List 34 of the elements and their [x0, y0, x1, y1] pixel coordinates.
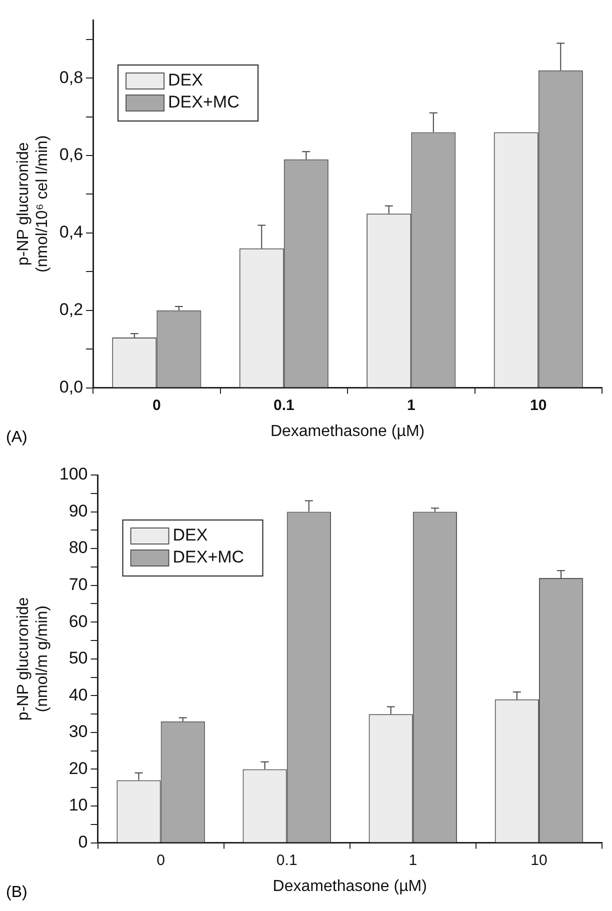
text: (A): [6, 429, 28, 447]
y-tick-label: 60: [68, 612, 88, 631]
y-tick-label: 0,4: [59, 222, 84, 242]
x-tick-label: 10: [530, 396, 547, 414]
y-tick-label: 80: [68, 538, 88, 558]
legend-label: DEX: [172, 526, 208, 545]
y-tick-label: 0,6: [59, 145, 84, 164]
x-tick-label: 1: [406, 396, 416, 414]
y-tick-label: 90: [68, 501, 88, 520]
y-tick-label: 50: [68, 648, 88, 668]
legend-label: DEX+MC: [172, 548, 244, 567]
y-tick-label: 100: [59, 464, 88, 484]
x-tick-label: 0: [152, 396, 161, 414]
x-tick-label: 0: [156, 852, 165, 869]
x-axis-title: Dexamethasone (µM): [270, 422, 425, 440]
y-tick-label: 0,2: [59, 300, 84, 320]
legend-label: DEX+MC: [168, 92, 240, 112]
x-axis-title: Dexamethasone (µM): [272, 878, 427, 895]
y-axis-title: p-NP glucuronide (nmol/m g/min): [15, 597, 52, 721]
y-tick-label: 20: [68, 758, 88, 778]
y-tick-label: 0: [78, 832, 88, 852]
x-tick-label: 1: [408, 852, 418, 869]
x-tick-label: 10: [530, 852, 548, 869]
x-tick-label: 0.1: [276, 852, 298, 869]
y-tick-label: 0,0: [59, 377, 84, 396]
y-tick-label: 30: [68, 722, 88, 742]
y-axis-title: p-NP glucuronide (nmol/10⁶ cel l/min): [15, 135, 52, 273]
y-tick-label: 70: [68, 575, 88, 594]
x-tick-label: 0.1: [273, 396, 294, 414]
text: (B): [6, 884, 28, 902]
y-tick-label: 10: [68, 796, 88, 815]
y-tick-label: 0,8: [59, 68, 84, 87]
y-tick-label: 40: [68, 685, 88, 704]
legend-label: DEX: [168, 70, 203, 90]
